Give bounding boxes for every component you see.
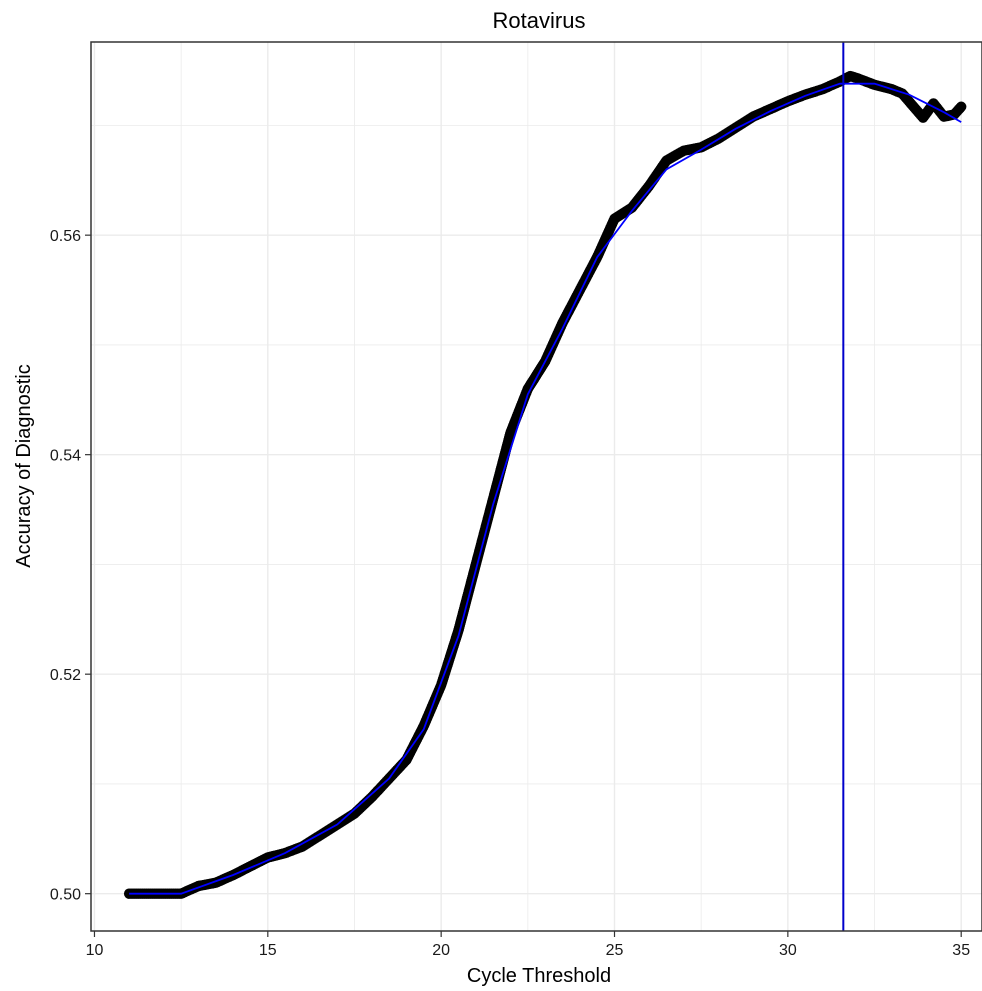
y-tick-label: 0.50	[50, 887, 81, 904]
y-tick-label: 0.56	[50, 228, 81, 245]
plot-panel	[91, 42, 982, 931]
x-tick-label: 10	[86, 942, 104, 959]
points-layer	[123, 70, 967, 899]
smooth-line	[129, 82, 962, 895]
axis-layer: 10 15 20 25 30 35 0.50 0.52 0.54 0.56	[50, 228, 970, 959]
x-tick-label: 30	[779, 942, 797, 959]
y-axis-title: Accuracy of Diagnostic	[13, 364, 35, 567]
x-tick-label: 35	[952, 942, 970, 959]
x-tick-label: 15	[259, 942, 277, 959]
grid-layer	[91, 42, 982, 931]
x-axis-title: Cycle Threshold	[467, 965, 611, 987]
data-point	[955, 101, 967, 112]
x-tick-label: 25	[606, 942, 624, 959]
chart-title: Rotavirus	[493, 8, 586, 33]
y-tick-label: 0.54	[50, 448, 81, 465]
panel-border	[90, 41, 982, 932]
y-tick-label: 0.52	[50, 667, 81, 684]
x-tick-label: 20	[432, 942, 450, 959]
